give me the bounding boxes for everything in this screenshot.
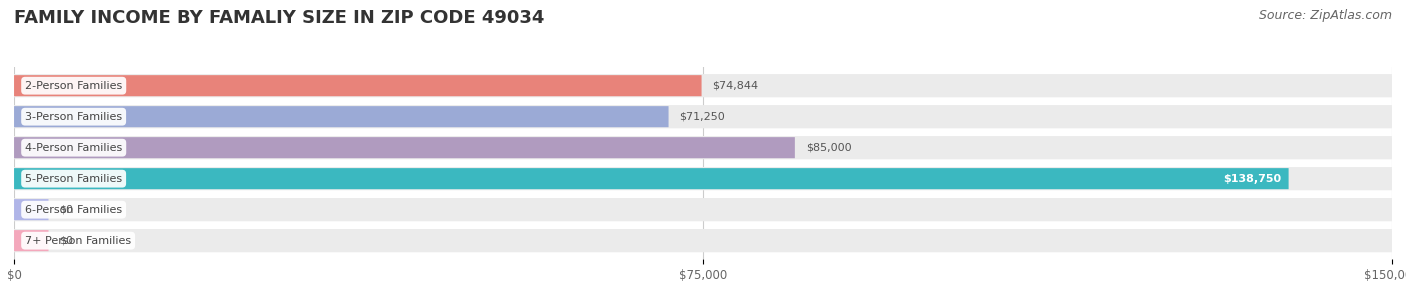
Text: $74,844: $74,844 <box>713 81 759 91</box>
Text: FAMILY INCOME BY FAMALIY SIZE IN ZIP CODE 49034: FAMILY INCOME BY FAMALIY SIZE IN ZIP COD… <box>14 9 544 27</box>
Text: 7+ Person Families: 7+ Person Families <box>25 236 131 246</box>
FancyBboxPatch shape <box>14 74 1392 97</box>
FancyBboxPatch shape <box>14 199 48 220</box>
Text: Source: ZipAtlas.com: Source: ZipAtlas.com <box>1258 9 1392 22</box>
FancyBboxPatch shape <box>14 167 1392 190</box>
FancyBboxPatch shape <box>14 229 1392 252</box>
FancyBboxPatch shape <box>14 230 48 251</box>
Text: 2-Person Families: 2-Person Families <box>25 81 122 91</box>
FancyBboxPatch shape <box>14 168 1288 189</box>
FancyBboxPatch shape <box>14 105 1392 128</box>
Text: $71,250: $71,250 <box>679 112 725 122</box>
Text: $0: $0 <box>59 236 73 246</box>
Text: $0: $0 <box>59 205 73 215</box>
Text: 3-Person Families: 3-Person Families <box>25 112 122 122</box>
FancyBboxPatch shape <box>14 198 1392 221</box>
FancyBboxPatch shape <box>14 136 1392 159</box>
FancyBboxPatch shape <box>14 75 702 96</box>
Text: $138,750: $138,750 <box>1223 174 1282 184</box>
Text: 5-Person Families: 5-Person Families <box>25 174 122 184</box>
Text: 6-Person Families: 6-Person Families <box>25 205 122 215</box>
FancyBboxPatch shape <box>14 106 669 127</box>
Text: 4-Person Families: 4-Person Families <box>25 143 122 153</box>
Text: $85,000: $85,000 <box>806 143 852 153</box>
FancyBboxPatch shape <box>14 137 794 158</box>
